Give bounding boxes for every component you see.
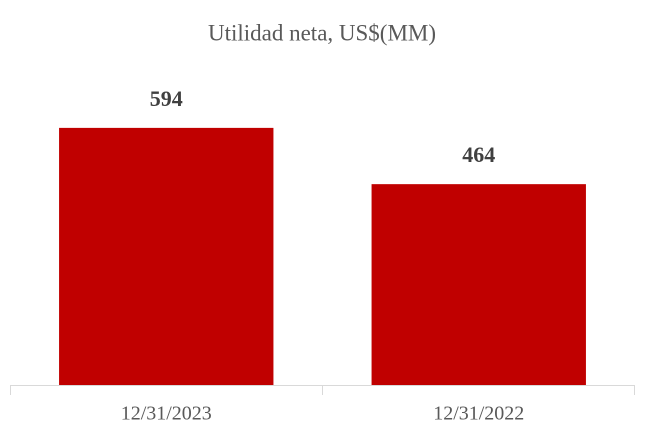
bar bbox=[59, 127, 274, 385]
x-tick-label: 12/31/2022 bbox=[433, 403, 524, 425]
data-label: 594 bbox=[150, 86, 183, 111]
chart-title: Utilidad neta, US$(MM) bbox=[208, 20, 436, 45]
bar bbox=[371, 184, 586, 385]
x-tick-label: 12/31/2023 bbox=[121, 403, 212, 425]
data-label: 464 bbox=[462, 142, 495, 167]
